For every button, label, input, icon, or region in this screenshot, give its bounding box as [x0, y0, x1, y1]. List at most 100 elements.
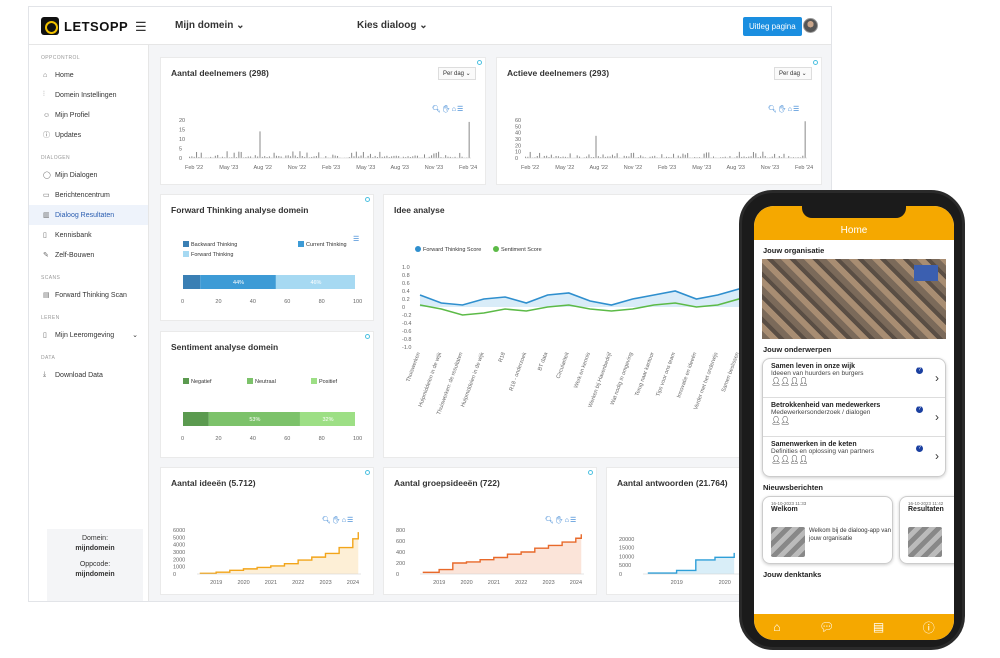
- news-icon[interactable]: ▤: [872, 620, 885, 634]
- chat-icon[interactable]: 💬︎: [819, 620, 835, 634]
- data-bar: [795, 157, 797, 158]
- help-icon[interactable]: ?: [916, 406, 923, 413]
- data-bar: [290, 156, 292, 158]
- data-bar: [193, 156, 195, 158]
- period-label: Per dag: [779, 71, 801, 77]
- home-icon[interactable]: ⌂: [773, 620, 781, 634]
- news-card[interactable]: 16-10-2023 11:33 Welkom Welkom bij de dial…: [762, 496, 893, 564]
- data-bar: [762, 151, 764, 158]
- sidebar-item-label: Dialoog Resultaten: [55, 211, 115, 219]
- y-tick-label: 5000: [173, 535, 185, 541]
- sidebar-item[interactable]: ▯ Kennisbank: [29, 225, 148, 245]
- chevron-down-icon: ⌄: [419, 20, 428, 31]
- y-tick-label: 0: [179, 156, 182, 162]
- bulb-icon[interactable]: ⓘ: [922, 620, 935, 635]
- period-select[interactable]: Per dag ⌄: [774, 67, 812, 80]
- sliders-icon: ⫶: [43, 91, 45, 98]
- organisation-photo[interactable]: [762, 259, 946, 339]
- data-bar: [713, 156, 714, 158]
- help-icon[interactable]: ?: [916, 445, 923, 452]
- topic-item[interactable]: Samenwerken in de keten Definities en opl…: [763, 437, 945, 476]
- message-icon: ▭: [43, 192, 50, 199]
- data-bar: [384, 156, 386, 158]
- chart-toolbar[interactable]: 🔍︎✋︎⌂☰: [322, 517, 355, 524]
- sidebar-item[interactable]: ◯ Mijn Dialogen: [29, 165, 148, 185]
- data-bar: [236, 157, 237, 158]
- sidebar-item[interactable]: ⌂ Home: [29, 65, 148, 85]
- sentiment-card: Sentiment analyse domein Negatief Neutraa…: [160, 331, 374, 458]
- sidebar-item[interactable]: ⤓ Download Data: [29, 365, 148, 385]
- data-bar: [233, 152, 235, 158]
- sidebar-item[interactable]: ⓘ Updates: [29, 125, 148, 145]
- chart-toolbar[interactable]: 🔍︎✋︎⌂☰: [768, 106, 801, 113]
- x-tick-label: 2024: [347, 580, 359, 586]
- edit-icon: ✎: [43, 252, 49, 259]
- data-bar: [301, 156, 303, 158]
- topic-item[interactable]: Betrokkenheid van medewerkers Medewerkers…: [763, 398, 945, 437]
- data-bar: [666, 156, 667, 158]
- thinktanks-title: Jouw denktanks: [763, 570, 822, 579]
- topic-subtitle: Ideeen van huurders en burgers: [771, 370, 864, 377]
- x-tick-label: 60: [284, 299, 290, 305]
- sidebar-item[interactable]: ▯ Mijn Leeromgeving ⌄: [29, 325, 148, 345]
- ideas-title: Aantal ideeën (5.712): [171, 478, 256, 488]
- avatar[interactable]: [803, 18, 818, 33]
- series-line: [422, 534, 582, 574]
- topic-title: Betrokkenheid van medewerkers: [771, 402, 881, 409]
- info-icon[interactable]: [365, 470, 370, 475]
- data-bar: [684, 154, 686, 158]
- data-bar: [654, 155, 656, 158]
- data-bar: [548, 157, 550, 158]
- x-tick-label: Aug '22: [590, 165, 608, 171]
- data-bar: [445, 155, 447, 158]
- sidebar-item-label: Berichtencentrum: [55, 191, 110, 199]
- menu-icon[interactable]: ☰: [135, 19, 147, 34]
- data-bar: [240, 151, 242, 158]
- data-bar: [588, 154, 590, 158]
- sidebar-section-title: DIALOGEN: [41, 155, 71, 161]
- sidebar-item[interactable]: ▭ Berichtencentrum: [29, 185, 148, 205]
- info-icon[interactable]: [365, 197, 370, 202]
- period-select[interactable]: Per dag ⌄: [438, 67, 476, 80]
- brand-logo[interactable]: LETSOPP: [41, 17, 128, 35]
- sidebar-item[interactable]: ▥ Dialoog Resultaten: [29, 205, 148, 225]
- info-icon: ⓘ: [43, 132, 50, 139]
- segment-label: 46%: [310, 280, 321, 286]
- data-bar: [360, 155, 362, 158]
- menu-icon[interactable]: ☰: [353, 236, 361, 243]
- help-icon[interactable]: ?: [916, 367, 923, 374]
- info-icon[interactable]: [365, 334, 370, 339]
- news-title: Resultaten: [908, 506, 944, 513]
- domain-dropdown-label: Mijn domein: [175, 20, 234, 31]
- topic-subtitle: Medewerkersonderzoek / dialogen: [771, 409, 871, 416]
- info-icon[interactable]: [588, 470, 593, 475]
- x-tick-label: 2024: [570, 580, 582, 586]
- info-icon[interactable]: [813, 60, 818, 65]
- sidebar-item[interactable]: ☺ Mijn Profiel: [29, 105, 148, 125]
- y-tick-label: 600: [396, 539, 405, 545]
- y-tick-label: 0.6: [402, 281, 410, 287]
- info-icon[interactable]: [477, 60, 482, 65]
- news-card[interactable]: 16-10-2023 11:42 Resultaten: [899, 496, 954, 564]
- legend-swatch: [183, 241, 189, 247]
- chart-toolbar[interactable]: 🔍︎✋︎⌂☰: [432, 106, 465, 113]
- chart-toolbar[interactable]: 🔍︎✋︎⌂☰: [545, 517, 578, 524]
- x-tick-label: Aug '22: [254, 165, 272, 171]
- data-bar: [600, 157, 602, 158]
- topic-item[interactable]: Samen leven in onze wijk Ideeen van huurd…: [763, 359, 945, 398]
- sidebar-item[interactable]: ▤ Forward Thinking Scan: [29, 285, 148, 305]
- sidebar-item[interactable]: ✎ Zelf-Bouwen: [29, 245, 148, 265]
- dialog-dropdown[interactable]: Kies dialoog ⌄: [357, 20, 428, 31]
- y-tick-label: 10: [515, 150, 521, 156]
- help-button[interactable]: Uitleg pagina: [743, 17, 802, 36]
- data-bar: [595, 135, 597, 158]
- sidebar-item[interactable]: ⫶ Domein Instellingen: [29, 85, 148, 105]
- data-bar: [247, 156, 249, 158]
- data-bar: [804, 121, 806, 158]
- domain-dropdown[interactable]: Mijn domein ⌄: [175, 20, 245, 31]
- topic-title: Samenwerken in de keten: [771, 441, 857, 448]
- x-tick-label: Nov '22: [288, 165, 306, 171]
- data-bar: [433, 153, 435, 158]
- y-tick-label: 20000: [619, 537, 634, 543]
- data-bar: [534, 157, 536, 158]
